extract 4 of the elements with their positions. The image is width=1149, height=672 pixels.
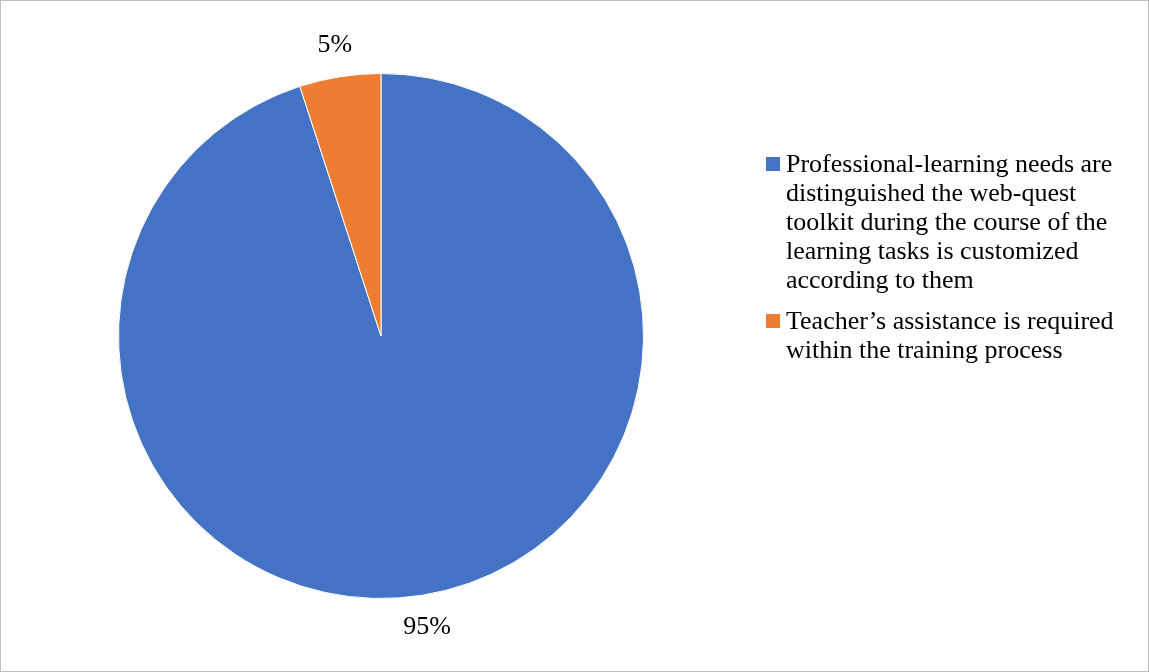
data-label: 5% xyxy=(317,28,353,58)
data-label: 95% xyxy=(403,610,451,640)
legend-label: Teacher’s assistance is required within the training process xyxy=(786,306,1115,364)
legend-label: Professional-learning needs are distinguished the web-quest toolkit during the course of the learning tasks is customized according to them xyxy=(786,149,1114,294)
